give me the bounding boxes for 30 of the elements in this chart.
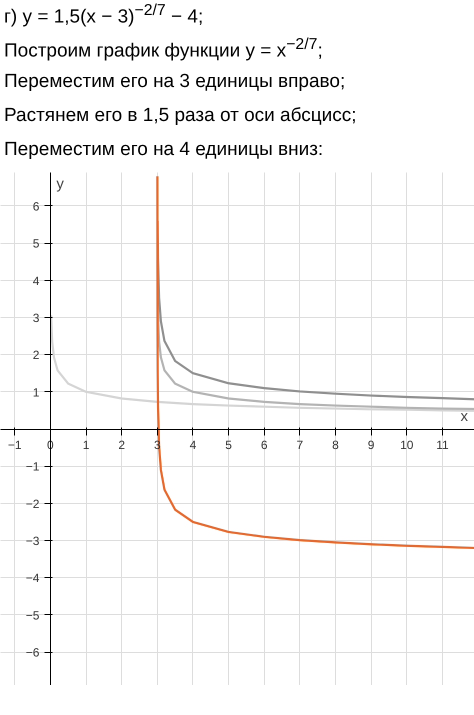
text: Переместим его на 3 единицы вправо; (4, 70, 346, 94)
y-tick-label: −5 (26, 608, 40, 622)
text: Построим график функции y = x$^{−2/7}$; (4, 35, 323, 64)
text: Растянем его в 1,5 раза от оси абсцисс; (4, 104, 357, 128)
x-tick-label: 9 (368, 438, 375, 452)
x-tick-label: 2 (118, 438, 126, 452)
x-tick-label: 1 (82, 438, 90, 452)
y-tick-label: −6 (26, 646, 40, 660)
y-tick-label: 3 (32, 310, 40, 325)
x-tick-label: 6 (260, 438, 268, 452)
y-tick-label: −1 (26, 460, 40, 474)
y-tick-label: −3 (26, 534, 40, 548)
x-tick-label: 11 (436, 438, 449, 452)
y-tick-label: 5 (32, 236, 40, 251)
x-tick-label: 4 (190, 438, 197, 452)
y-tick-label: 2 (32, 348, 40, 362)
text: г) y = 1,5(x − 3)$^{−2/7}$ − 4; (4, 1, 204, 30)
y-axis-title: y (56, 176, 64, 192)
y-tick-label: 1 (32, 385, 40, 400)
text: Переместим его на 4 единицы вниз: (4, 138, 324, 162)
x-axis-title: x (460, 408, 468, 425)
y-tick-label: −2 (26, 496, 40, 511)
x-tick-label: 5 (225, 438, 232, 452)
x-tick-label: 7 (296, 438, 304, 452)
y-tick-label: 4 (32, 274, 40, 288)
x-tick-label: 8 (332, 438, 340, 452)
x-tick-label: −1 (8, 438, 22, 452)
x-tick-label: 10 (400, 438, 414, 452)
y-tick-label: 6 (32, 199, 40, 214)
y-tick-label: −4 (26, 571, 40, 586)
